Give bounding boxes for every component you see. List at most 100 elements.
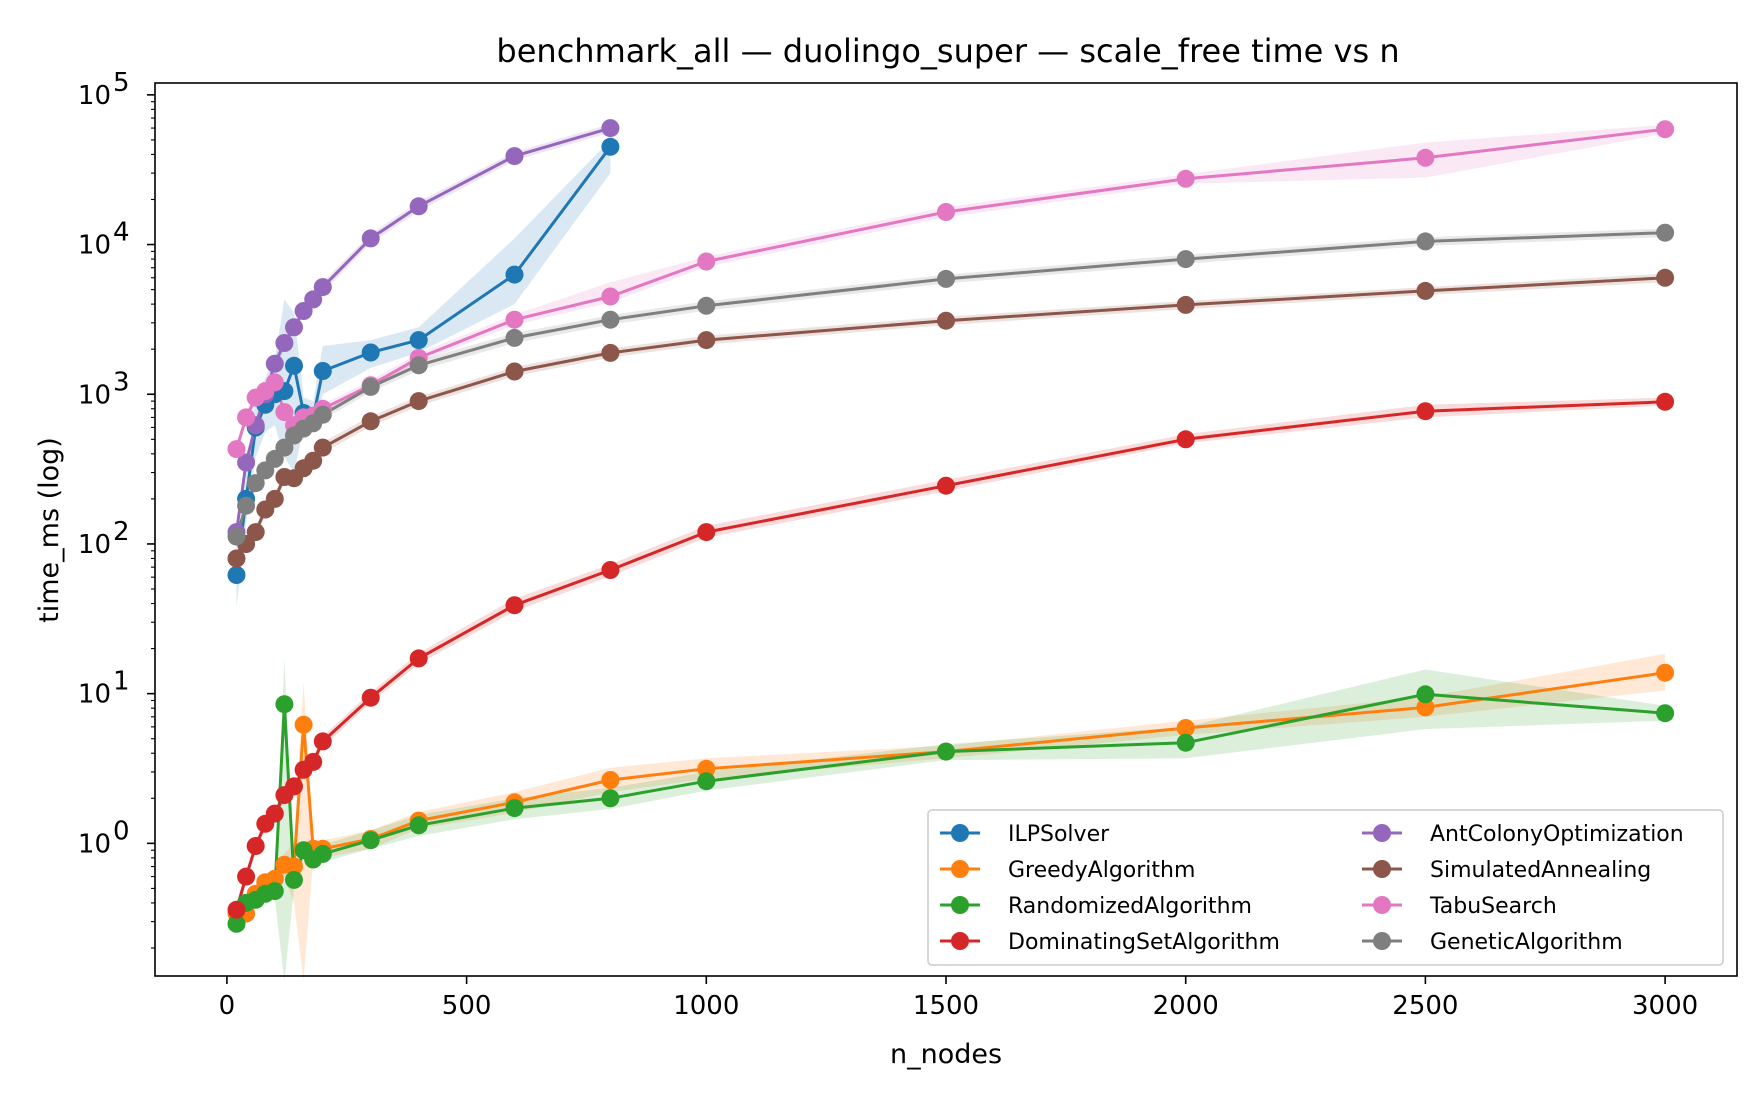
simulated-annealing-point: [1656, 268, 1675, 287]
simulated-annealing-point: [601, 343, 620, 362]
legend-ilpsolver-label: ILPSolver: [1008, 822, 1110, 847]
y-axis-label: time_ms (log): [34, 437, 65, 623]
x-tick-label: 0: [219, 991, 236, 1021]
tabu-search-point: [937, 203, 955, 221]
genetic-algorithm-point: [937, 269, 955, 288]
genetic-algorithm-point: [1656, 223, 1675, 242]
legend-tabu-search-marker: [1373, 896, 1391, 914]
ant-colony-optimization-point: [313, 278, 332, 297]
simulated-annealing-point: [1416, 281, 1435, 300]
genetic-algorithm-point: [275, 438, 294, 457]
randomized-algorithm-point: [313, 844, 332, 863]
simulated-annealing-point: [1176, 295, 1195, 314]
legend: ILPSolver GreedyAlgorithm RandomizedAlgori…: [927, 809, 1724, 966]
tabu-search-point: [1176, 169, 1195, 188]
simulated-annealing-point: [937, 311, 955, 330]
dominating-set-algorithm-point: [246, 837, 265, 855]
randomized-algorithm-point: [285, 870, 303, 889]
series-markers: [227, 119, 1675, 933]
ant-colony-optimization-point: [265, 354, 284, 373]
legend-randomized-algorithm-marker: [951, 896, 969, 914]
y-tick-exponent: 5: [113, 68, 130, 98]
tabu-search-point: [265, 373, 284, 392]
ant-colony-optimization-point: [409, 197, 428, 216]
ilpsolver-point: [409, 331, 428, 350]
randomized-algorithm-point: [1656, 704, 1675, 723]
dominating-set-algorithm-point: [237, 867, 256, 886]
ilpsolver-point: [361, 343, 380, 362]
tabu-search-point: [1416, 148, 1435, 167]
randomized-algorithm-point: [275, 695, 294, 714]
simulated-annealing-point: [313, 438, 332, 457]
tabu-search-point: [601, 287, 620, 306]
y-tick-exponent: 4: [113, 218, 130, 248]
simulated-annealing-point: [304, 451, 323, 470]
legend-greedy-algorithm-marker: [951, 860, 969, 878]
dominating-set-algorithm-point: [265, 804, 284, 823]
randomized-algorithm-point: [361, 831, 380, 850]
greedy-algorithm-point: [285, 857, 303, 876]
genetic-algorithm-point: [409, 356, 428, 375]
legend-dominating-set-algorithm-label: DominatingSetAlgorithm: [1008, 930, 1280, 955]
tabu-search-point: [275, 403, 294, 422]
simulated-annealing-point: [361, 412, 380, 431]
legend-dominating-set-algorithm-marker: [951, 932, 969, 950]
greedy-algorithm-point: [294, 715, 313, 734]
y-tick-exponent: 2: [113, 517, 130, 547]
y-tick-label: 10: [78, 380, 111, 410]
tabu-search-point: [697, 252, 716, 271]
legend-genetic-algorithm-label: GeneticAlgorithm: [1430, 930, 1623, 955]
x-tick-label: 2000: [1153, 991, 1219, 1021]
dominating-set-algorithm-point: [697, 523, 716, 542]
dominating-set-algorithm-point: [937, 476, 955, 495]
genetic-algorithm-point: [697, 296, 716, 315]
ilpsolver-band: [236, 139, 611, 607]
dominating-set-algorithm-point: [1176, 430, 1195, 449]
x-tick-label: 3000: [1632, 991, 1698, 1021]
genetic-algorithm-point: [1416, 232, 1435, 251]
simulated-annealing-point: [246, 523, 265, 542]
greedy-algorithm-band: [236, 653, 1666, 982]
greedy-algorithm-point: [265, 869, 284, 888]
dominating-set-algorithm-point: [601, 561, 620, 579]
legend-randomized-algorithm-label: RandomizedAlgorithm: [1008, 894, 1252, 919]
simulated-annealing-point: [409, 392, 428, 411]
simulated-annealing-point: [227, 549, 246, 568]
genetic-algorithm-point: [601, 310, 620, 329]
randomized-algorithm-point: [1176, 733, 1195, 752]
dominating-set-algorithm-point: [313, 732, 332, 751]
tabu-search-point: [227, 440, 246, 459]
legend-box: [927, 809, 1724, 966]
randomized-algorithm-point: [1416, 685, 1435, 704]
genetic-algorithm-point: [246, 474, 265, 493]
ant-colony-optimization-point: [237, 453, 256, 472]
genetic-algorithm-point: [313, 405, 332, 424]
greedy-algorithm-point: [1416, 698, 1435, 717]
legend-ant-colony-optimization-marker: [1373, 824, 1391, 842]
legend-ant-colony-optimization-label: AntColonyOptimization: [1430, 822, 1684, 847]
chart-title: benchmark_all — duolingo_super — scale_f…: [496, 32, 1399, 70]
ilpsolver-point: [601, 137, 620, 156]
greedy-algorithm-point: [1176, 719, 1195, 737]
ant-colony-optimization-point: [304, 290, 323, 309]
x-axis-ticks: 0 500 1000 1500 2000 2500 3000: [219, 976, 1698, 1021]
ilpsolver-point: [505, 265, 524, 284]
randomized-algorithm-point: [409, 816, 428, 835]
tabu-search-band: [236, 124, 1666, 455]
y-tick-exponent: 3: [113, 367, 130, 397]
y-tick-exponent: 1: [113, 667, 130, 697]
genetic-algorithm-point: [361, 377, 380, 396]
ant-colony-optimization-point: [505, 147, 524, 166]
x-tick-label: 1500: [913, 991, 979, 1021]
ant-colony-optimization-point: [275, 334, 294, 352]
ilpsolver-point: [227, 566, 246, 584]
x-axis-label: n_nodes: [890, 1039, 1002, 1070]
randomized-algorithm-point: [601, 789, 620, 808]
simulated-annealing-point: [697, 331, 716, 350]
dominating-set-algorithm-point: [409, 649, 428, 668]
randomized-algorithm-point: [937, 742, 955, 761]
y-tick-label: 10: [78, 81, 111, 111]
legend-ilpsolver-marker: [951, 824, 969, 842]
genetic-algorithm-point: [227, 527, 246, 546]
